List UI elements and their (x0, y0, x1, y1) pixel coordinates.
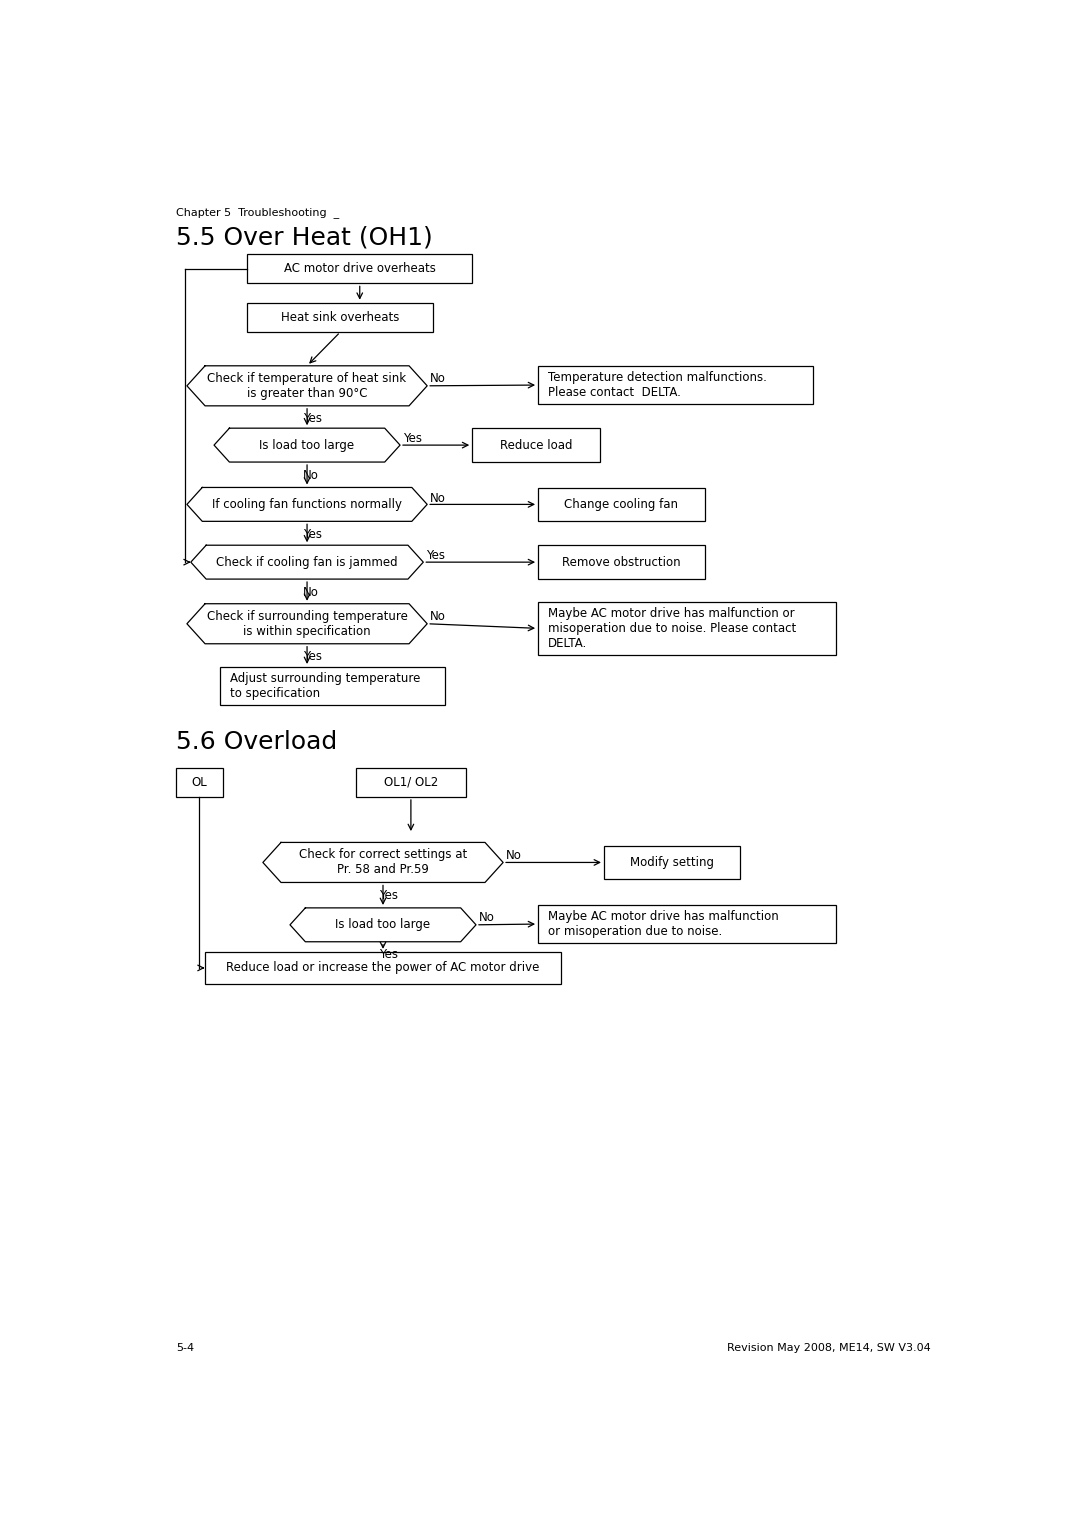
Text: 5-4: 5-4 (176, 1344, 194, 1353)
Text: Is load too large: Is load too large (259, 439, 354, 451)
FancyBboxPatch shape (176, 767, 222, 798)
Text: No: No (303, 586, 319, 598)
Text: Maybe AC motor drive has malfunction or
misoperation due to noise. Please contac: Maybe AC motor drive has malfunction or … (548, 607, 796, 650)
Text: OL: OL (191, 776, 207, 788)
Polygon shape (191, 545, 423, 580)
Text: OL1/ OL2: OL1/ OL2 (383, 776, 438, 788)
Text: Change cooling fan: Change cooling fan (565, 499, 678, 511)
FancyBboxPatch shape (356, 767, 465, 798)
Text: Yes: Yes (379, 890, 399, 902)
Text: Check if cooling fan is jammed: Check if cooling fan is jammed (216, 555, 397, 569)
Text: Yes: Yes (303, 650, 322, 663)
Polygon shape (187, 488, 428, 522)
Text: If cooling fan functions normally: If cooling fan functions normally (212, 499, 402, 511)
Text: Reduce load: Reduce load (500, 439, 572, 451)
Text: 5.5 Over Heat (OH1): 5.5 Over Heat (OH1) (176, 225, 433, 249)
Text: 5.6 Overload: 5.6 Overload (176, 730, 337, 753)
Polygon shape (262, 842, 503, 882)
Polygon shape (291, 908, 476, 942)
FancyBboxPatch shape (247, 255, 472, 284)
FancyBboxPatch shape (205, 951, 562, 985)
Text: No: No (480, 911, 495, 925)
FancyBboxPatch shape (220, 667, 445, 706)
Text: No: No (430, 373, 446, 385)
FancyBboxPatch shape (538, 905, 836, 943)
Text: Yes: Yes (427, 549, 445, 563)
Text: Chapter 5  Troubleshooting  _: Chapter 5 Troubleshooting _ (176, 207, 339, 218)
Text: Revision May 2008, ME14, SW V3.04: Revision May 2008, ME14, SW V3.04 (727, 1344, 931, 1353)
Text: No: No (430, 611, 446, 623)
Text: Remove obstruction: Remove obstruction (562, 555, 680, 569)
Text: Check if surrounding temperature
is within specification: Check if surrounding temperature is with… (206, 609, 407, 638)
Text: Check if temperature of heat sink
is greater than 90°C: Check if temperature of heat sink is gre… (207, 371, 406, 400)
Text: Modify setting: Modify setting (630, 856, 714, 868)
Text: Is load too large: Is load too large (336, 919, 431, 931)
Text: No: No (430, 492, 446, 505)
FancyBboxPatch shape (538, 545, 704, 580)
Text: Heat sink overheats: Heat sink overheats (281, 311, 400, 324)
FancyBboxPatch shape (472, 428, 600, 462)
FancyBboxPatch shape (538, 365, 813, 405)
FancyBboxPatch shape (247, 302, 433, 331)
Text: Yes: Yes (303, 528, 322, 542)
Polygon shape (214, 428, 400, 462)
Text: Reduce load or increase the power of AC motor drive: Reduce load or increase the power of AC … (227, 962, 540, 974)
Text: Yes: Yes (379, 948, 399, 962)
FancyBboxPatch shape (604, 847, 740, 879)
Text: Check for correct settings at
Pr. 58 and Pr.59: Check for correct settings at Pr. 58 and… (299, 848, 468, 876)
Text: Yes: Yes (403, 431, 422, 445)
FancyBboxPatch shape (538, 603, 836, 655)
Text: Temperature detection malfunctions.
Please contact  DELTA.: Temperature detection malfunctions. Plea… (548, 371, 767, 399)
Polygon shape (187, 604, 428, 644)
Text: Yes: Yes (303, 413, 322, 425)
Text: Adjust surrounding temperature
to specification: Adjust surrounding temperature to specif… (230, 672, 421, 700)
Text: No: No (507, 848, 522, 862)
Polygon shape (187, 365, 428, 407)
FancyBboxPatch shape (538, 488, 704, 520)
Text: No: No (303, 469, 319, 482)
Text: AC motor drive overheats: AC motor drive overheats (284, 262, 435, 275)
Text: Maybe AC motor drive has malfunction
or misoperation due to noise.: Maybe AC motor drive has malfunction or … (548, 910, 779, 939)
